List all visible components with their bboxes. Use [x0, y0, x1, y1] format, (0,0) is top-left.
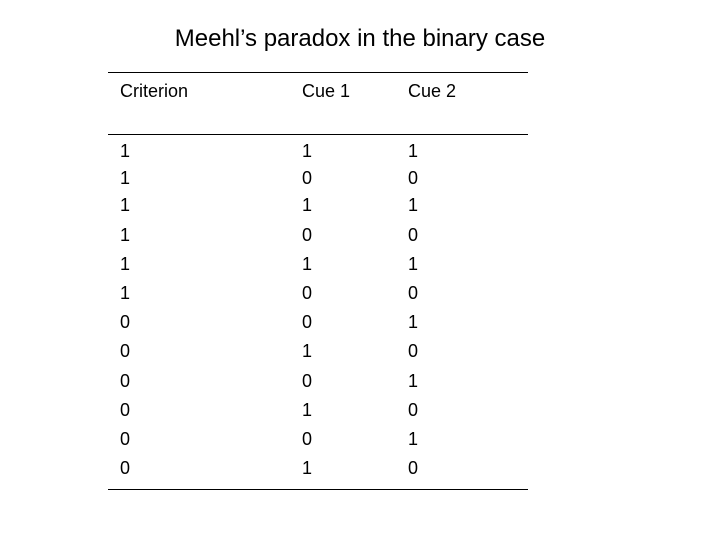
cell-cue2: 1: [408, 427, 514, 452]
cell-criterion: 1: [120, 193, 302, 218]
cell-cue2: 0: [408, 166, 514, 191]
cell-cue1: 1: [302, 398, 408, 423]
cell-criterion: 0: [120, 369, 302, 394]
cell-cue2: 1: [408, 310, 514, 335]
cell-criterion: 1: [120, 166, 302, 191]
table-row: 001: [108, 367, 528, 396]
cell-cue2: 0: [408, 456, 514, 481]
cell-cue2: 0: [408, 281, 514, 306]
cell-cue1: 0: [302, 281, 408, 306]
cell-cue1: 0: [302, 166, 408, 191]
cell-cue2: 0: [408, 223, 514, 248]
cell-cue1: 1: [302, 252, 408, 277]
table-row: 111: [108, 191, 528, 220]
cell-cue1: 0: [302, 310, 408, 335]
cell-cue2: 1: [408, 252, 514, 277]
table-row: 111: [108, 137, 528, 166]
cell-cue2: 0: [408, 398, 514, 423]
cell-cue1: 1: [302, 139, 408, 164]
cell-cue1: 1: [302, 456, 408, 481]
table-row: 010: [108, 454, 528, 483]
cell-criterion: 1: [120, 139, 302, 164]
cell-criterion: 1: [120, 252, 302, 277]
cell-criterion: 1: [120, 223, 302, 248]
cell-cue1: 1: [302, 339, 408, 364]
table-row: 010: [108, 396, 528, 425]
table-row: 100: [108, 279, 528, 308]
cell-criterion: 1: [120, 281, 302, 306]
table-row: 100: [108, 166, 528, 191]
col-header-cue1: Cue 1: [302, 81, 408, 102]
cell-cue2: 0: [408, 339, 514, 364]
cell-cue1: 0: [302, 223, 408, 248]
cell-cue1: 0: [302, 427, 408, 452]
cell-criterion: 0: [120, 427, 302, 452]
cell-cue2: 1: [408, 369, 514, 394]
page-title: Meehl’s paradox in the binary case: [0, 25, 720, 53]
cell-criterion: 0: [120, 398, 302, 423]
table-row: 111: [108, 250, 528, 279]
table-row: 001: [108, 425, 528, 454]
col-header-criterion: Criterion: [120, 81, 302, 102]
paradox-table: Criterion Cue 1 Cue 2 111100111100111100…: [108, 72, 528, 490]
table-body: 111100111100111100001010001010001010: [108, 135, 528, 489]
col-header-cue2: Cue 2: [408, 81, 514, 102]
cell-cue2: 1: [408, 193, 514, 218]
table-row: 100: [108, 221, 528, 250]
cell-cue1: 1: [302, 193, 408, 218]
cell-criterion: 0: [120, 310, 302, 335]
cell-cue2: 1: [408, 139, 514, 164]
cell-criterion: 0: [120, 339, 302, 364]
table-row: 001: [108, 308, 528, 337]
table-bottom-rule: [108, 489, 528, 490]
table-header-row: Criterion Cue 1 Cue 2: [108, 73, 528, 134]
table-row: 010: [108, 337, 528, 366]
cell-cue1: 0: [302, 369, 408, 394]
cell-criterion: 0: [120, 456, 302, 481]
